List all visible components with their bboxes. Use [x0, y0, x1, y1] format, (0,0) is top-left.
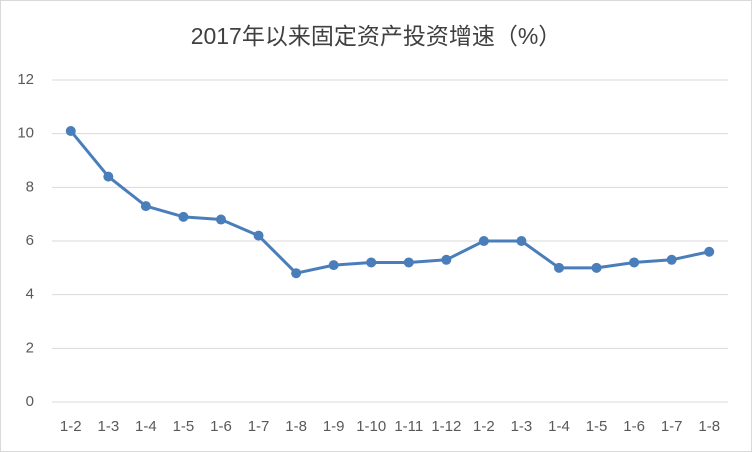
- line: [69, 130, 710, 275]
- y-tick-label: 12: [17, 71, 34, 88]
- point: [253, 230, 264, 241]
- x-tick-label: 1-4: [135, 418, 157, 435]
- point: [591, 262, 602, 273]
- point: [65, 125, 76, 136]
- y-tick-label: 10: [17, 125, 34, 142]
- x-tick-label: 1-3: [97, 418, 119, 435]
- x-tick-label: 1-12: [431, 418, 461, 435]
- point: [554, 262, 564, 273]
- point: [516, 236, 527, 246]
- x-tick-label: 1-4: [548, 418, 570, 435]
- x-tick-label: 1-6: [210, 418, 232, 435]
- x-tick-label: 1-6: [623, 418, 645, 435]
- x-tick-label: 1-5: [173, 418, 195, 435]
- x-tick-label: 1-7: [248, 418, 270, 435]
- point: [704, 246, 715, 257]
- point: [629, 257, 640, 268]
- point: [103, 171, 114, 182]
- point: [666, 254, 677, 265]
- point: [178, 211, 189, 222]
- y-tick-label: 8: [26, 178, 34, 195]
- point: [403, 257, 414, 268]
- x-tick-label: 1-9: [323, 418, 345, 435]
- y-tick-label: 6: [26, 232, 34, 249]
- point: [328, 260, 339, 271]
- x-tick-label: 1-2: [473, 418, 495, 435]
- x-tick-label: 1-5: [586, 418, 608, 435]
- x-tick-label: 1-8: [698, 418, 720, 435]
- x-tick-label: 1-8: [285, 418, 307, 435]
- x-tick-label: 1-11: [394, 418, 423, 435]
- point: [216, 214, 226, 225]
- point: [441, 254, 452, 265]
- point: [366, 257, 377, 268]
- x-tick-label: 1-3: [511, 418, 533, 435]
- y-tick-label: 2: [26, 339, 34, 356]
- x-tick-label: 1-2: [60, 418, 82, 435]
- point: [478, 236, 489, 246]
- x-tick-label: 1-7: [661, 418, 683, 435]
- x-tick-label: 1-10: [356, 418, 386, 435]
- chart-title: 2017年以来固定资产投资增速（%）: [191, 23, 562, 49]
- y-tick-label: 0: [26, 393, 34, 410]
- point: [291, 268, 302, 279]
- point: [140, 201, 151, 212]
- y-tick-label: 4: [26, 286, 34, 303]
